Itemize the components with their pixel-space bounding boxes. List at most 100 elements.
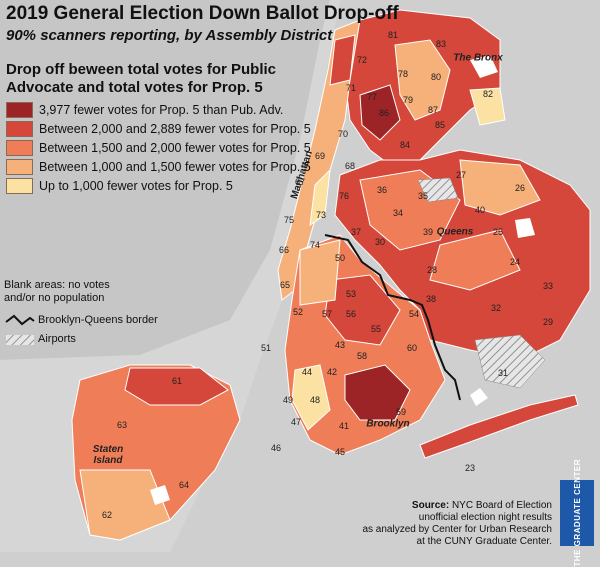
district-label-66: 66 bbox=[278, 245, 290, 255]
district-label-70: 70 bbox=[337, 129, 349, 139]
legend-airport-swatch bbox=[6, 335, 34, 345]
district-label-60: 60 bbox=[406, 343, 418, 353]
district-label-65: 65 bbox=[279, 280, 291, 290]
district-label-59: 59 bbox=[395, 407, 407, 417]
district-label-69: 69 bbox=[314, 151, 326, 161]
district-label-54: 54 bbox=[408, 309, 420, 319]
district-label-86: 86 bbox=[378, 108, 390, 118]
source-note: Source: NYC Board of Election unofficial… bbox=[362, 500, 552, 548]
blank-area bbox=[470, 388, 488, 406]
district-label-55: 55 bbox=[370, 324, 382, 334]
district-label-87: 87 bbox=[427, 105, 439, 115]
district-label-39: 39 bbox=[422, 227, 434, 237]
legend-item: Between 1,000 and 1,500 fewer votes for … bbox=[6, 158, 311, 176]
district-label-82: 82 bbox=[482, 89, 494, 99]
district-label-56: 56 bbox=[345, 309, 357, 319]
borough-label-queens: Queens bbox=[436, 226, 474, 238]
district-label-81: 81 bbox=[387, 30, 399, 40]
blank-areas-note: Blank areas: no votes and/or no populati… bbox=[4, 279, 110, 304]
borough-label-brooklyn: Brooklyn bbox=[366, 418, 410, 430]
district-label-83: 83 bbox=[435, 39, 447, 49]
district-label-49: 49 bbox=[282, 395, 294, 405]
district-label-51: 51 bbox=[260, 343, 272, 353]
district-label-44: 44 bbox=[301, 367, 313, 377]
brooklyn-queens-border bbox=[324, 234, 461, 401]
legend-item: 3,977 fewer votes for Prop. 5 than Pub. … bbox=[6, 101, 311, 119]
legend-swatch bbox=[6, 140, 33, 156]
bronx-east-light bbox=[469, 87, 506, 126]
district-label-33: 33 bbox=[542, 281, 554, 291]
legend-swatch bbox=[6, 159, 33, 175]
manhattan-upper bbox=[329, 34, 356, 86]
legend-swatch bbox=[6, 102, 33, 118]
legend-label: Up to 1,000 fewer votes for Prop. 5 bbox=[39, 179, 233, 193]
brooklyn-south-dark bbox=[344, 364, 411, 421]
district-label-42: 42 bbox=[326, 367, 338, 377]
airport-key: Airports bbox=[4, 333, 76, 345]
district-label-47: 47 bbox=[290, 417, 302, 427]
legend-label: Between 1,500 and 2,000 fewer votes for … bbox=[39, 141, 311, 155]
legend-item: Between 1,500 and 2,000 fewer votes for … bbox=[6, 139, 311, 157]
source-text: NYC Board of Election bbox=[451, 500, 552, 511]
jfk-airport bbox=[474, 334, 546, 389]
district-label-25: 25 bbox=[492, 227, 504, 237]
district-label-41: 41 bbox=[338, 421, 350, 431]
district-label-34: 34 bbox=[392, 208, 404, 218]
legend-swatch bbox=[6, 121, 33, 137]
district-label-28: 28 bbox=[426, 265, 438, 275]
district-label-52: 52 bbox=[292, 307, 304, 317]
legend: 3,977 fewer votes for Prop. 5 than Pub. … bbox=[6, 101, 311, 196]
district-label-64: 64 bbox=[178, 480, 190, 490]
source-line-4: at the CUNY Graduate Center. bbox=[416, 536, 552, 547]
staten-island-south bbox=[79, 469, 171, 541]
legend-label: Between 1,000 and 1,500 fewer votes for … bbox=[39, 160, 311, 174]
source-label: Source: bbox=[411, 500, 450, 511]
district-label-76: 76 bbox=[338, 191, 350, 201]
queens-pale bbox=[459, 159, 541, 216]
district-label-63: 63 bbox=[116, 420, 128, 430]
bronx-dark bbox=[359, 84, 401, 141]
source-line-3: as analyzed by Center for Urban Research bbox=[362, 524, 552, 535]
district-label-53: 53 bbox=[345, 289, 357, 299]
legend-label: Between 2,000 and 2,889 fewer votes for … bbox=[39, 122, 311, 136]
district-label-31: 31 bbox=[497, 368, 509, 378]
district-label-77: 77 bbox=[366, 92, 378, 102]
district-label-24: 24 bbox=[509, 257, 521, 267]
district-label-84: 84 bbox=[399, 140, 411, 150]
district-label-37: 37 bbox=[350, 227, 362, 237]
legend-item: Up to 1,000 fewer votes for Prop. 5 bbox=[6, 177, 311, 195]
rockaway-area bbox=[419, 394, 579, 459]
district-label-26: 26 bbox=[514, 183, 526, 193]
district-label-36: 36 bbox=[376, 185, 388, 195]
district-label-78: 78 bbox=[397, 69, 409, 79]
borough-label-bronx: The Bronx bbox=[453, 52, 503, 64]
district-label-35: 35 bbox=[417, 191, 429, 201]
laguardia-airport bbox=[417, 177, 459, 203]
district-label-30: 30 bbox=[374, 237, 386, 247]
borough-label-staten-island: Staten Island bbox=[92, 444, 124, 466]
district-label-61: 61 bbox=[171, 376, 183, 386]
legend-title: Drop off beween total votes for Public A… bbox=[6, 61, 277, 96]
bronx-light bbox=[394, 39, 451, 121]
brooklyn-west-pale bbox=[299, 239, 341, 306]
district-label-68: 68 bbox=[344, 161, 356, 171]
district-label-29: 29 bbox=[542, 317, 554, 327]
district-label-23: 23 bbox=[464, 463, 476, 473]
source-line-1: Source: NYC Board of Election bbox=[362, 500, 552, 512]
queens-mid bbox=[429, 229, 521, 291]
district-label-85: 85 bbox=[434, 120, 446, 130]
district-label-38: 38 bbox=[425, 294, 437, 304]
border-key: Brooklyn-Queens border bbox=[4, 314, 158, 326]
district-label-75: 75 bbox=[283, 215, 295, 225]
legend-label: 3,977 fewer votes for Prop. 5 than Pub. … bbox=[39, 103, 284, 117]
district-label-73: 73 bbox=[315, 210, 327, 220]
brooklyn-west-light bbox=[291, 364, 331, 431]
district-label-43: 43 bbox=[334, 340, 346, 350]
district-label-57: 57 bbox=[321, 309, 333, 319]
manhattan-area bbox=[277, 19, 361, 301]
border-key-label: Brooklyn-Queens border bbox=[38, 314, 158, 326]
logo-text: THE GRADUATE CENTER bbox=[572, 459, 582, 567]
blank-area bbox=[470, 55, 498, 78]
staten-island-north bbox=[124, 367, 229, 406]
district-label-62: 62 bbox=[101, 510, 113, 520]
